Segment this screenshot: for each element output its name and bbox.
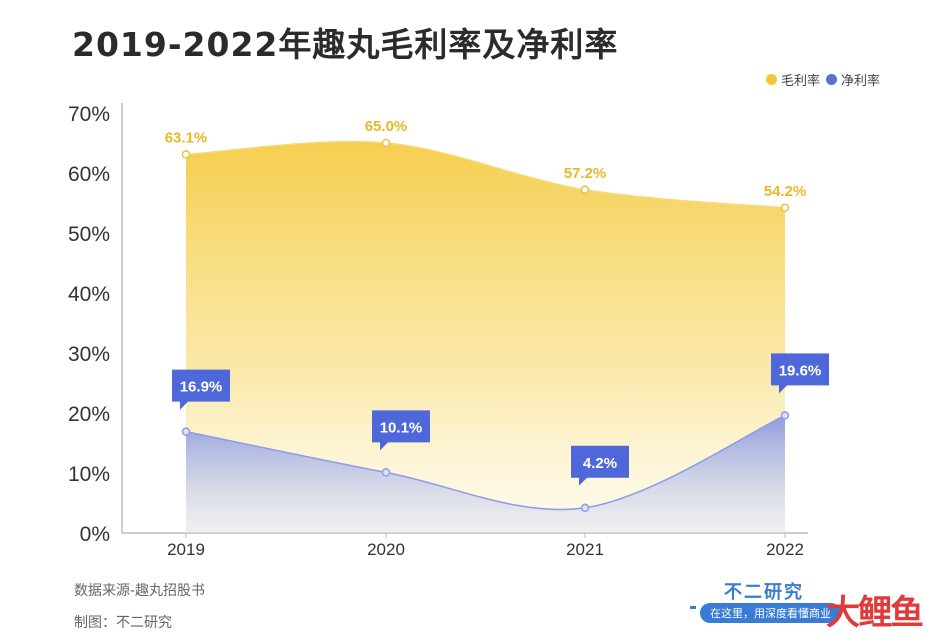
line-net-margin bbox=[185, 414, 786, 511]
net-callout-bubble bbox=[172, 369, 230, 410]
net-point bbox=[580, 503, 590, 513]
y-tick-label: 40% bbox=[68, 283, 110, 306]
legend: 毛利率 净利率 bbox=[765, 70, 880, 89]
net-data-label: 19.6% bbox=[779, 362, 822, 379]
net-callout: 4.2% bbox=[571, 445, 629, 486]
net-point bbox=[381, 468, 391, 477]
legend-item-net: 净利率 bbox=[825, 70, 880, 89]
gross-data-label: 65.0% bbox=[365, 118, 408, 135]
gross-data-label: 63.1% bbox=[165, 129, 208, 146]
x-tick-label: 2021 bbox=[566, 540, 604, 559]
y-tick-label: 20% bbox=[68, 403, 110, 426]
slogan-line bbox=[690, 606, 696, 609]
net-callout: 16.9% bbox=[172, 369, 230, 410]
logo-char-2: 鲤 bbox=[858, 593, 892, 633]
net-callout: 19.6% bbox=[771, 353, 829, 394]
legend-label-net: 净利率 bbox=[840, 74, 880, 89]
marks: 63.1% 65.0% 57.2% 54.2% 16.9% 10.1% 4.2% 19.6% bbox=[165, 118, 829, 513]
net-callout: 10.1% bbox=[372, 410, 430, 451]
areas bbox=[185, 140, 786, 534]
legend-dot-net bbox=[825, 74, 837, 85]
y-tick-label: 0% bbox=[80, 523, 110, 546]
net-point bbox=[780, 411, 790, 420]
logo-char-3: 鱼 bbox=[890, 593, 924, 633]
legend-label-gross: 毛利率 bbox=[780, 74, 820, 89]
logo: 大鲤鱼 bbox=[826, 593, 924, 633]
area-gross-margin bbox=[186, 141, 785, 534]
net-data-label: 4.2% bbox=[583, 455, 617, 472]
x-tick-label: 2020 bbox=[367, 540, 405, 559]
net-data-label: 10.1% bbox=[380, 419, 423, 436]
y-tick-label: 60% bbox=[68, 163, 110, 186]
x-tick-label: 2022 bbox=[766, 540, 804, 559]
y-tick-label: 10% bbox=[68, 463, 110, 486]
y-tick-label: 50% bbox=[68, 223, 110, 246]
y-tick-label: 30% bbox=[68, 343, 110, 366]
area-net-margin bbox=[186, 415, 785, 533]
brand-slogan: 在这里，用深度看懂商业 bbox=[700, 603, 841, 623]
y-tick-label: 70% bbox=[68, 103, 110, 126]
gross-point bbox=[381, 138, 391, 148]
axes: 0% 10% 20% 30% 40% 50% 60% 70% 2019 2020 2021 2022 bbox=[68, 103, 808, 559]
legend-item-gross: 毛利率 bbox=[765, 70, 820, 89]
source-note: 数据来源-趣丸招股书 bbox=[74, 583, 206, 599]
brand-name: 不二研究 bbox=[724, 582, 804, 603]
net-data-label: 16.9% bbox=[180, 379, 223, 396]
net-callout-bubble bbox=[372, 410, 430, 451]
maker-note: 制图：不二研究 bbox=[74, 615, 172, 631]
gross-point bbox=[780, 203, 790, 213]
net-point bbox=[181, 427, 191, 436]
gross-data-label: 57.2% bbox=[564, 165, 607, 182]
gross-data-label: 54.2% bbox=[764, 183, 807, 200]
x-tick-label: 2019 bbox=[167, 540, 205, 559]
line-gross-margin bbox=[185, 140, 786, 209]
chart-title: 2019-2022年趣丸毛利率及净利率 bbox=[72, 25, 619, 64]
net-callout-bubble bbox=[771, 353, 829, 394]
gross-point bbox=[181, 150, 191, 159]
legend-dot-gross bbox=[765, 74, 777, 85]
net-callout-bubble bbox=[571, 445, 629, 486]
logo-char-1: 大 bbox=[826, 593, 860, 633]
gross-point bbox=[580, 185, 590, 195]
